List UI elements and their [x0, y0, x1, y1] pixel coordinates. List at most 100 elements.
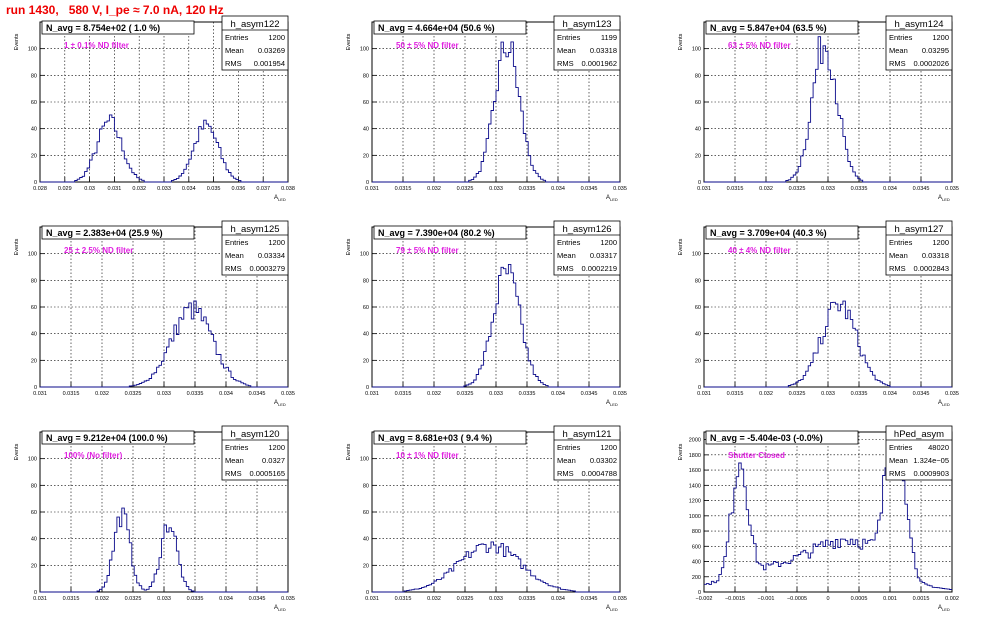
x-tick-label: 0.0335 [519, 186, 536, 192]
y-axis-label: Events [14, 238, 20, 255]
y-tick-label: 1000 [689, 514, 701, 520]
panel-title: N_avg = 2.383e+04 (25.9 %) [46, 228, 163, 238]
stats-value: 0.03318 [922, 251, 949, 260]
x-tick-label: 0.033 [489, 391, 503, 397]
y-tick-label: 400 [692, 560, 701, 566]
stats-box-frame [221, 425, 289, 481]
y-tick-label: 80 [31, 73, 37, 79]
x-axis-label: ALED [274, 400, 286, 407]
panel-title: N_avg = 3.709e+04 (40.3 %) [710, 228, 827, 238]
x-tick-label: 0.034 [551, 186, 565, 192]
histogram-panel: 0.031 0.0315 0.032 0.0325 0.033 0.0335 0.034 0.… [346, 425, 627, 612]
y-tick-label: 100 [28, 457, 37, 463]
stats-label: Mean [889, 456, 908, 465]
x-tick-label: 0.0325 [125, 391, 142, 397]
y-tick-label: 20 [363, 563, 369, 569]
y-tick-label: 20 [363, 153, 369, 159]
filter-label: 79 ± 5% ND filter [396, 246, 459, 255]
stats-value: 0.0002219 [582, 264, 617, 273]
x-tick-label: 0.0325 [457, 186, 474, 192]
x-tick-label: 0.0345 [581, 391, 598, 397]
y-tick-label: 80 [695, 73, 701, 79]
y-tick-label: 60 [31, 100, 37, 106]
filter-label: 50 ± 5% ND filter [396, 41, 459, 50]
stats-box: h_asym127 Entries 1200 Mean 0.03318 RMS 0.0002… [885, 220, 953, 276]
x-tick-label: 0.0345 [913, 186, 930, 192]
x-tick-label: −0.002 [696, 596, 713, 602]
stats-value: 0.03302 [590, 456, 617, 465]
panel-title: N_avg = -5.404e-03 (-0.0%) [710, 433, 823, 443]
x-tick-label: 0.031 [697, 186, 711, 192]
y-tick-label: 40 [363, 127, 369, 133]
stats-box-frame [885, 425, 953, 481]
y-tick-label: 0 [366, 180, 369, 186]
histogram-panel: 0.031 0.0315 0.032 0.0325 0.033 0.0335 0.034 0.… [14, 425, 295, 612]
filter-label: 63 ± 5% ND filter [728, 41, 791, 50]
y-tick-label: 100 [360, 252, 369, 258]
x-tick-label: 0.002 [945, 596, 959, 602]
stats-value: 0.0004788 [582, 469, 617, 478]
x-tick-label: 0.033 [489, 186, 503, 192]
y-tick-label: 100 [692, 252, 701, 258]
y-tick-label: 1400 [689, 483, 701, 489]
x-tick-label: 0.03 [84, 186, 95, 192]
x-tick-label: 0.028 [33, 186, 47, 192]
x-tick-label: 0.035 [945, 391, 959, 397]
x-tick-label: 0.034 [219, 596, 233, 602]
y-tick-label: 800 [692, 529, 701, 535]
stats-label: Mean [225, 456, 244, 465]
x-tick-label: 0.0315 [727, 391, 744, 397]
stats-label: RMS [889, 59, 906, 68]
histogram-name: h_asym127 [894, 224, 943, 235]
x-tick-label: 0.0315 [395, 391, 412, 397]
x-tick-label: 0.032 [427, 596, 441, 602]
y-tick-label: 80 [363, 73, 369, 79]
x-tick-label: 0.034 [883, 186, 897, 192]
x-tick-label: 0.034 [551, 391, 565, 397]
y-tick-label: 40 [363, 537, 369, 543]
stats-value: 1200 [268, 238, 285, 247]
stats-label: Mean [889, 251, 908, 260]
x-axis-label: ALED [606, 400, 618, 407]
panel-title: N_avg = 9.212e+04 (100.0 %) [46, 433, 168, 443]
y-tick-label: 0 [698, 180, 701, 186]
y-tick-label: 100 [28, 252, 37, 258]
x-tick-label: 0.032 [759, 186, 773, 192]
stats-label: RMS [225, 469, 242, 478]
x-tick-label: 0.0345 [913, 391, 930, 397]
histogram-line [40, 114, 288, 183]
x-tick-label: 0.035 [613, 596, 627, 602]
title-box-frame [705, 430, 859, 445]
histogram-line [704, 300, 952, 388]
panel-title: N_avg = 4.664e+04 (50.6 %) [378, 23, 495, 33]
title-box-frame [41, 430, 195, 445]
stats-box: h_asym121 Entries 1200 Mean 0.03302 RMS 0.0004… [553, 425, 621, 481]
y-tick-label: 2000 [689, 438, 701, 444]
x-tick-label: 0.034 [182, 186, 196, 192]
x-axis-label: ALED [274, 195, 286, 202]
histogram-line [704, 439, 952, 590]
title-box-frame [41, 225, 195, 240]
stats-value: 0.0001962 [582, 59, 617, 68]
histogram-name: hPed_asym [894, 429, 944, 440]
y-tick-label: 60 [363, 305, 369, 311]
histogram-name: h_asym122 [230, 19, 279, 30]
y-tick-label: 80 [31, 278, 37, 284]
filter-label: 40 ± 4% ND filter [728, 246, 791, 255]
stats-label: Entries [225, 443, 249, 452]
x-tick-label: 0.036 [232, 186, 246, 192]
y-tick-label: 20 [695, 358, 701, 364]
histogram-name: h_asym126 [562, 224, 611, 235]
x-tick-label: 0.032 [132, 186, 146, 192]
stats-box-frame [885, 15, 953, 71]
y-tick-label: 100 [28, 47, 37, 53]
stats-value: 1200 [268, 443, 285, 452]
histogram-name: h_asym124 [894, 19, 943, 30]
x-tick-label: 0.0345 [581, 186, 598, 192]
title-box-frame [41, 20, 195, 35]
y-tick-label: 60 [363, 100, 369, 106]
x-tick-label: 0.0315 [395, 186, 412, 192]
x-tick-label: 0.031 [33, 596, 47, 602]
x-tick-label: 0.001 [883, 596, 897, 602]
y-tick-label: 0 [698, 590, 701, 596]
